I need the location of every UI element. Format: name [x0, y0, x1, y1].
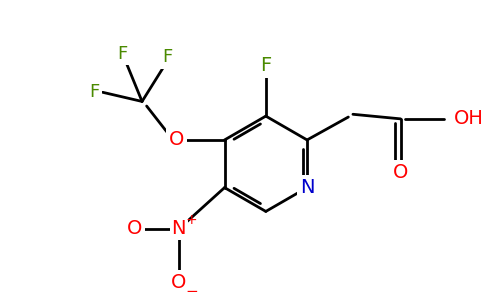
- Text: F: F: [89, 83, 100, 101]
- Text: OH: OH: [454, 110, 484, 128]
- Text: O: O: [169, 130, 184, 149]
- Text: O: O: [127, 219, 142, 238]
- Text: N: N: [300, 178, 314, 197]
- Text: N: N: [171, 219, 186, 238]
- Text: +: +: [186, 213, 197, 227]
- Text: F: F: [260, 56, 272, 75]
- Text: −: −: [185, 284, 198, 299]
- Text: O: O: [393, 163, 408, 182]
- Text: F: F: [117, 45, 127, 63]
- Text: O: O: [171, 272, 186, 292]
- Text: F: F: [163, 49, 173, 67]
